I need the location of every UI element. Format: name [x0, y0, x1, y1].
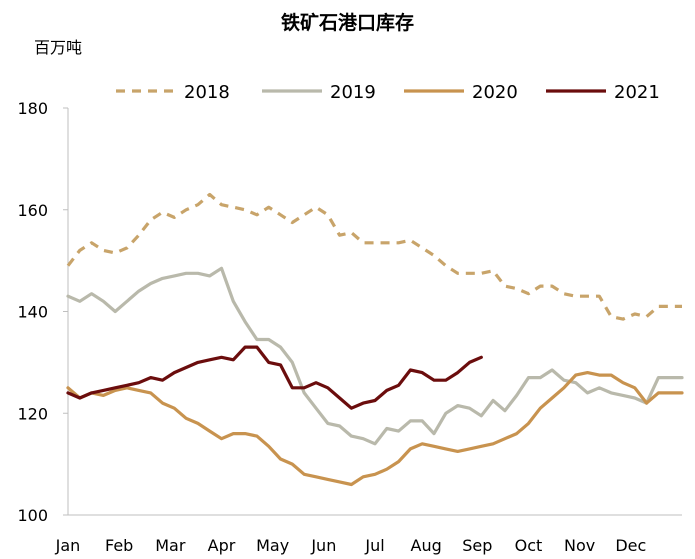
- chart-title: 铁矿石港口库存: [280, 12, 414, 34]
- series-line-2018: [66, 192, 682, 321]
- x-tick-label: Nov: [564, 536, 595, 555]
- x-tick-label: Oct: [515, 536, 543, 555]
- x-tick-label: Apr: [208, 536, 236, 555]
- x-tick-label: Mar: [155, 536, 186, 555]
- legend-label-2021: 2021: [614, 82, 660, 103]
- y-axis-unit-label: 百万吨: [34, 38, 83, 57]
- x-tick-label: Jan: [55, 536, 81, 555]
- y-tick-label: 120: [17, 404, 48, 423]
- x-tick-label: May: [256, 536, 289, 555]
- x-tick-label: Feb: [105, 536, 133, 555]
- series-line-2021: [66, 345, 483, 410]
- legend-label-2018: 2018: [184, 82, 230, 103]
- series-line-2020: [66, 371, 684, 487]
- legend-label-2020: 2020: [472, 82, 518, 103]
- y-tick-label: 100: [17, 506, 48, 525]
- y-tick-label: 180: [17, 99, 48, 118]
- x-tick-label: Aug: [411, 536, 442, 555]
- x-tick-label: Sep: [462, 536, 492, 555]
- y-tick-label: 160: [17, 201, 48, 220]
- x-tick-label: Dec: [615, 536, 646, 555]
- y-tick-label: 140: [17, 303, 48, 322]
- x-tick-label: Jul: [364, 536, 384, 555]
- x-tick-label: Jun: [310, 536, 336, 555]
- series-line-2019: [66, 266, 684, 446]
- legend-label-2019: 2019: [330, 82, 376, 103]
